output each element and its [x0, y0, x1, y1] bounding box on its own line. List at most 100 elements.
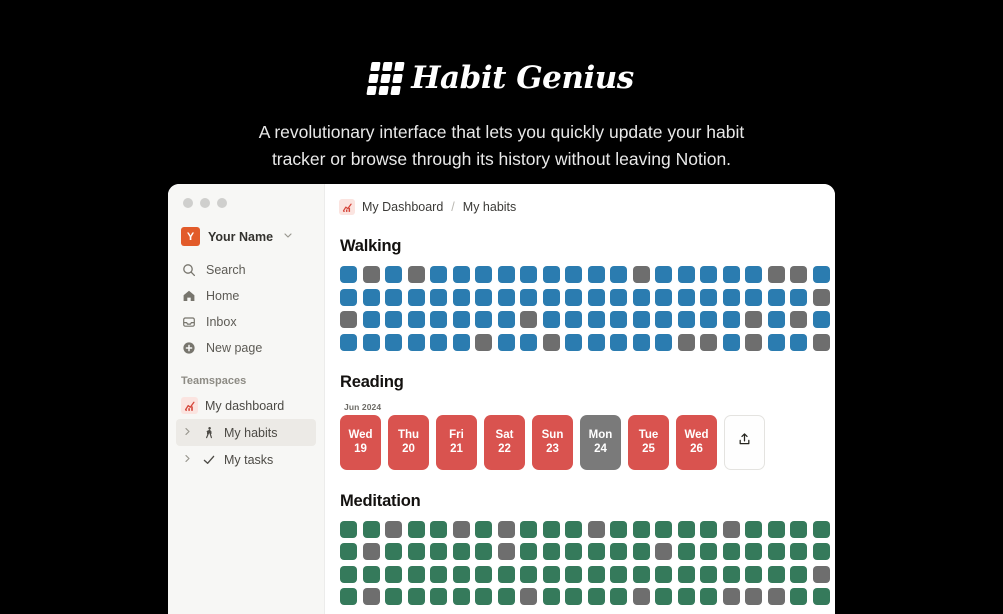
habit-cell-done[interactable]	[407, 565, 425, 583]
habit-cell-missed[interactable]	[812, 565, 830, 583]
habit-cell-done[interactable]	[340, 288, 357, 306]
habit-cell-done[interactable]	[452, 266, 470, 283]
habit-cell-done[interactable]	[677, 543, 695, 560]
habit-cell-done[interactable]	[655, 311, 672, 328]
habit-cell-done[interactable]	[340, 333, 357, 351]
habit-cell-missed[interactable]	[362, 266, 380, 283]
habit-cell-done[interactable]	[430, 266, 447, 283]
habit-cell-done[interactable]	[452, 588, 470, 605]
habit-cell-done[interactable]	[790, 543, 807, 560]
habit-cell-done[interactable]	[452, 543, 470, 560]
habit-cell-done[interactable]	[587, 311, 605, 328]
habit-cell-done[interactable]	[385, 288, 402, 306]
habit-cell-done[interactable]	[520, 288, 537, 306]
habit-cell-done[interactable]	[655, 588, 672, 605]
habit-cell-missed[interactable]	[362, 543, 380, 560]
habit-cell-done[interactable]	[475, 543, 492, 560]
minimize-button[interactable]	[200, 198, 210, 208]
habit-cell-done[interactable]	[430, 520, 447, 538]
habit-cell-done[interactable]	[340, 520, 357, 538]
habit-cell-done[interactable]	[790, 288, 807, 306]
habit-cell-missed[interactable]	[745, 333, 762, 351]
habit-cell-done[interactable]	[767, 543, 785, 560]
habit-cell-done[interactable]	[790, 520, 807, 538]
habit-cell-done[interactable]	[700, 266, 717, 283]
zoom-button[interactable]	[217, 198, 227, 208]
habit-cell-done[interactable]	[407, 520, 425, 538]
habit-cell-done[interactable]	[340, 588, 357, 605]
chevron-down-icon[interactable]	[283, 230, 293, 243]
habit-cell-done[interactable]	[610, 543, 627, 560]
habit-cell-done[interactable]	[655, 266, 672, 283]
sidebar-item-home[interactable]: Home	[176, 283, 316, 309]
habit-cell-done[interactable]	[497, 333, 515, 351]
habit-cell-done[interactable]	[655, 288, 672, 306]
habit-cell-done[interactable]	[542, 588, 560, 605]
habit-cell-done[interactable]	[520, 565, 537, 583]
habit-cell-missed[interactable]	[700, 333, 717, 351]
habit-cell-done[interactable]	[565, 588, 582, 605]
habit-cell-done[interactable]	[610, 333, 627, 351]
habit-cell-done[interactable]	[430, 333, 447, 351]
habit-cell-missed[interactable]	[385, 520, 402, 538]
habit-cell-missed[interactable]	[632, 588, 650, 605]
habit-cell-done[interactable]	[565, 266, 582, 283]
chevron-right-icon[interactable]	[181, 427, 193, 439]
habit-cell-missed[interactable]	[677, 333, 695, 351]
habit-cell-done[interactable]	[430, 288, 447, 306]
habit-cell-done[interactable]	[565, 520, 582, 538]
habit-cell-done[interactable]	[542, 266, 560, 283]
habit-cell-done[interactable]	[767, 565, 785, 583]
habit-cell-done[interactable]	[700, 588, 717, 605]
habit-cell-done[interactable]	[610, 311, 627, 328]
habit-cell-missed[interactable]	[655, 543, 672, 560]
habit-cell-done[interactable]	[385, 333, 402, 351]
workspace-switcher[interactable]: Y Your Name	[176, 223, 316, 250]
habit-cell-done[interactable]	[565, 288, 582, 306]
habit-cell-missed[interactable]	[722, 588, 740, 605]
habit-cell-done[interactable]	[340, 266, 357, 283]
close-button[interactable]	[183, 198, 193, 208]
habit-cell-done[interactable]	[790, 565, 807, 583]
habit-cell-done[interactable]	[430, 311, 447, 328]
habit-cell-done[interactable]	[812, 543, 830, 560]
habit-cell-done[interactable]	[700, 565, 717, 583]
habit-cell-done[interactable]	[655, 333, 672, 351]
habit-cell-done[interactable]	[362, 311, 380, 328]
habit-cell-done[interactable]	[407, 588, 425, 605]
habit-cell-done[interactable]	[790, 588, 807, 605]
habit-cell-missed[interactable]	[632, 266, 650, 283]
habit-cell-missed[interactable]	[497, 520, 515, 538]
habit-cell-done[interactable]	[700, 520, 717, 538]
habit-cell-done[interactable]	[475, 311, 492, 328]
habit-cell-done[interactable]	[700, 311, 717, 328]
habit-cell-done[interactable]	[812, 266, 830, 283]
day-card[interactable]: Tue 25	[628, 414, 669, 470]
habit-cell-done[interactable]	[407, 311, 425, 328]
habit-cell-done[interactable]	[542, 520, 560, 538]
sidebar-item-inbox[interactable]: Inbox	[176, 309, 316, 335]
habit-cell-done[interactable]	[677, 565, 695, 583]
breadcrumb-parent[interactable]: My Dashboard	[362, 200, 444, 214]
habit-cell-done[interactable]	[677, 588, 695, 605]
habit-cell-done[interactable]	[745, 288, 762, 306]
habit-cell-done[interactable]	[385, 588, 402, 605]
habit-cell-missed[interactable]	[812, 288, 830, 306]
day-card[interactable]: Sun 23	[532, 414, 573, 470]
habit-cell-done[interactable]	[340, 543, 357, 560]
habit-cell-done[interactable]	[632, 520, 650, 538]
habit-cell-done[interactable]	[587, 543, 605, 560]
habit-cell-done[interactable]	[497, 588, 515, 605]
habit-cell-done[interactable]	[340, 565, 357, 583]
habit-cell-done[interactable]	[385, 565, 402, 583]
habit-cell-done[interactable]	[812, 311, 830, 328]
breadcrumb-current[interactable]: My habits	[462, 200, 517, 214]
habit-cell-done[interactable]	[812, 588, 830, 605]
habit-cell-done[interactable]	[587, 588, 605, 605]
habit-cell-done[interactable]	[610, 266, 627, 283]
habit-cell-missed[interactable]	[587, 520, 605, 538]
habit-cell-done[interactable]	[407, 543, 425, 560]
habit-cell-done[interactable]	[745, 520, 762, 538]
habit-cell-done[interactable]	[700, 288, 717, 306]
habit-cell-done[interactable]	[722, 266, 740, 283]
